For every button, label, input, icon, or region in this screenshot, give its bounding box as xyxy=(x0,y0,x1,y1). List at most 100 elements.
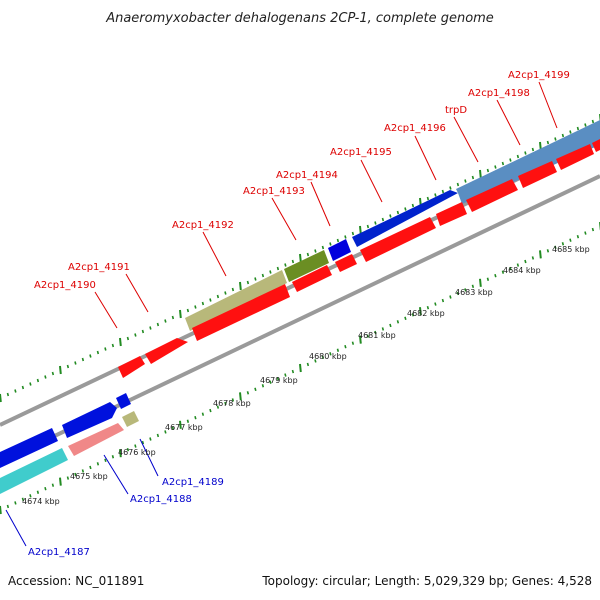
tick-mark xyxy=(21,385,25,390)
scale-label: 4677 kbp xyxy=(165,423,203,432)
tick-mark xyxy=(306,362,310,367)
tick-mark xyxy=(389,323,392,328)
tick-mark xyxy=(591,119,595,124)
tick-mark xyxy=(494,165,497,169)
gene-red-3[interactable] xyxy=(192,284,290,341)
gene-red-2[interactable] xyxy=(145,338,188,364)
tick-mark xyxy=(314,359,317,363)
gene-red-11[interactable] xyxy=(592,139,600,152)
gene-label-A2cp1_4193[interactable]: A2cp1_4193 xyxy=(243,186,305,197)
gene-red-4[interactable] xyxy=(292,265,332,292)
tick-mark xyxy=(524,259,527,264)
gene-label-A2cp1_4194[interactable]: A2cp1_4194 xyxy=(276,170,338,181)
tick-mark xyxy=(171,426,175,431)
tick-mark xyxy=(486,168,490,173)
gene-label-A2cp1_4189[interactable]: A2cp1_4189 xyxy=(162,477,224,488)
tick-mark xyxy=(396,320,400,324)
leader-A2cp1_4190 xyxy=(94,291,118,329)
gene-pink[interactable] xyxy=(68,423,124,456)
gene-olive-light[interactable] xyxy=(185,270,287,331)
gene-red-8[interactable] xyxy=(466,179,518,212)
tick-mark xyxy=(201,412,205,416)
tick-mark xyxy=(104,347,107,351)
tick-mark xyxy=(374,330,377,335)
tick-mark xyxy=(299,363,302,373)
gene-red-10[interactable] xyxy=(556,144,594,170)
lower-tick-ring xyxy=(0,222,600,515)
gene-blue-tiny[interactable] xyxy=(116,393,131,409)
gene-red-5[interactable] xyxy=(335,254,357,272)
tick-mark xyxy=(164,319,167,323)
gene-label-A2cp1_4198[interactable]: A2cp1_4198 xyxy=(468,88,530,99)
tick-mark xyxy=(224,401,227,406)
gene-blue-left[interactable] xyxy=(0,428,58,468)
tick-mark xyxy=(396,210,400,215)
tick-mark xyxy=(209,408,212,413)
gene-red-1[interactable] xyxy=(118,356,145,378)
tick-mark xyxy=(126,336,130,341)
gene-label-A2cp1_4190[interactable]: A2cp1_4190 xyxy=(34,280,96,291)
gene-khaki-small[interactable] xyxy=(122,411,139,427)
gene-label-A2cp1_4187[interactable]: A2cp1_4187 xyxy=(28,547,90,558)
tick-mark xyxy=(546,140,550,145)
gene-red-7[interactable] xyxy=(436,202,467,226)
gene-label-A2cp1_4192[interactable]: A2cp1_4192 xyxy=(172,220,234,231)
tick-mark xyxy=(14,501,17,505)
tick-mark xyxy=(269,380,272,384)
tick-mark xyxy=(134,444,137,448)
gene-label-trpD[interactable]: trpD xyxy=(445,105,467,116)
tick-mark xyxy=(126,447,130,452)
tick-mark xyxy=(74,472,77,477)
tick-mark xyxy=(246,280,250,285)
tick-mark xyxy=(321,245,325,250)
tick-mark xyxy=(284,373,287,377)
tick-mark xyxy=(66,476,70,480)
tick-mark xyxy=(254,387,257,392)
leader-A2cp1_4187 xyxy=(5,509,27,547)
tick-mark xyxy=(366,224,370,229)
gene-blue-mid[interactable] xyxy=(62,402,117,438)
tick-mark xyxy=(239,281,242,291)
tick-mark xyxy=(44,375,47,379)
tick-mark xyxy=(14,389,17,393)
tick-mark xyxy=(509,266,512,271)
gene-olive-dark[interactable] xyxy=(284,250,329,282)
leader-A2cp1_4191 xyxy=(125,273,149,313)
gene-label-A2cp1_4199[interactable]: A2cp1_4199 xyxy=(508,70,570,81)
tick-mark xyxy=(479,169,482,179)
tick-mark xyxy=(224,291,227,295)
gene-red-6[interactable] xyxy=(360,217,436,262)
scale-label: 4685 kbp xyxy=(552,245,590,254)
tick-mark xyxy=(531,147,535,152)
tick-mark xyxy=(269,270,272,274)
gene-blue-long[interactable] xyxy=(352,190,458,247)
tick-mark xyxy=(329,242,332,246)
tick-mark xyxy=(6,392,10,397)
tick-mark xyxy=(36,378,40,383)
scale-label: 4679 kbp xyxy=(260,376,298,385)
gene-label-A2cp1_4191[interactable]: A2cp1_4191 xyxy=(68,262,130,273)
tick-mark xyxy=(561,133,565,138)
top-gene-labels: A2cp1_4190 A2cp1_4191 A2cp1_4192 A2cp1_4… xyxy=(34,70,570,329)
tick-mark xyxy=(456,182,460,187)
tick-mark xyxy=(194,415,197,420)
gene-cyan[interactable] xyxy=(0,448,68,494)
leader-A2cp1_4199 xyxy=(538,81,558,129)
tick-mark xyxy=(246,391,250,395)
gene-red-9[interactable] xyxy=(518,161,557,188)
gene-blue-small[interactable] xyxy=(328,239,351,261)
tick-mark xyxy=(351,231,355,236)
gene-label-A2cp1_4188[interactable]: A2cp1_4188 xyxy=(130,494,192,505)
tick-mark xyxy=(74,361,77,365)
gene-label-A2cp1_4195[interactable]: A2cp1_4195 xyxy=(330,147,392,158)
gene-steelblue[interactable] xyxy=(456,120,600,204)
tick-mark xyxy=(29,494,32,498)
tick-mark xyxy=(336,238,340,243)
tick-mark xyxy=(501,161,505,166)
tick-mark xyxy=(104,458,107,463)
tick-mark xyxy=(51,483,55,487)
tick-mark xyxy=(276,376,280,381)
gene-label-A2cp1_4196[interactable]: A2cp1_4196 xyxy=(384,123,446,134)
scale-label: 4683 kbp xyxy=(455,288,493,297)
tick-mark xyxy=(119,337,122,347)
